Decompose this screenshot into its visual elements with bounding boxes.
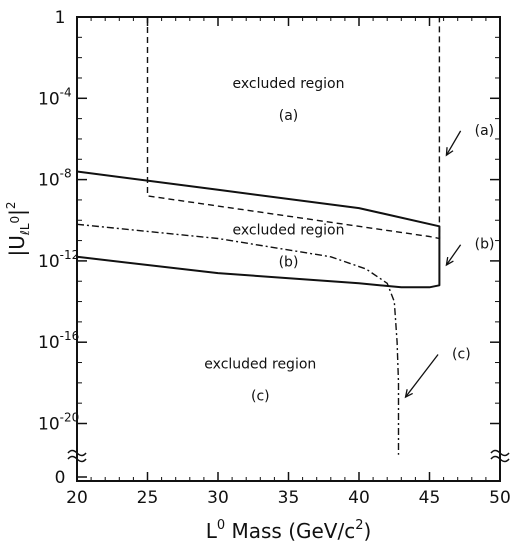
y-tick-label: 10-4 [38,85,72,109]
region-label: excluded region [233,76,345,92]
series-layer [76,17,441,455]
y-axis-title: |UℓL0|2 [4,201,32,256]
region-label: excluded region [204,357,316,373]
annotation-arrow-head [445,256,454,267]
x-tick-label: 20 [66,488,88,508]
region-sub-label: (c) [251,389,270,405]
annotation-arrow-head [404,389,413,399]
y-tick-label: 10-8 [38,167,72,191]
y-tick-label: 10-16 [38,329,79,353]
series-a [146,17,441,240]
x-tick-label: 25 [137,488,159,508]
plot-frame [76,16,501,482]
y-tick-label: 10-20 [38,411,79,435]
region-sub-label: (b) [279,254,299,270]
region-label: excluded region [233,222,345,238]
y-tick-label: 1 [55,8,66,28]
x-tick-label: 30 [207,488,229,508]
y-zero-label: 0 [55,468,66,488]
x-tick-label: 50 [489,488,511,508]
x-tick-label: 35 [278,488,300,508]
annotation-label: (b) [475,237,495,253]
annotation-label: (c) [452,346,471,362]
annotation-label: (a) [475,123,495,139]
series-b-upper [76,170,441,237]
annotation-arrow-line [405,354,439,398]
annotation-arrow-line [445,130,462,156]
x-tick-label: 45 [419,488,441,508]
annotation-arrow-line [445,244,462,266]
annotation-arrow-head [445,147,454,157]
y-tick-label: 10-12 [38,248,79,272]
region-sub-label: (a) [279,108,299,124]
label-layer: 20 25 30 35 40 45 50 1 10-4 10-8 10-12 10-16 10-20 0 e… [38,8,511,508]
series-c [76,223,400,455]
x-tick-label: 40 [348,488,370,508]
x-axis-title: L0 Mass (GeV/c2) [206,518,372,543]
series-b-lower [76,236,441,289]
